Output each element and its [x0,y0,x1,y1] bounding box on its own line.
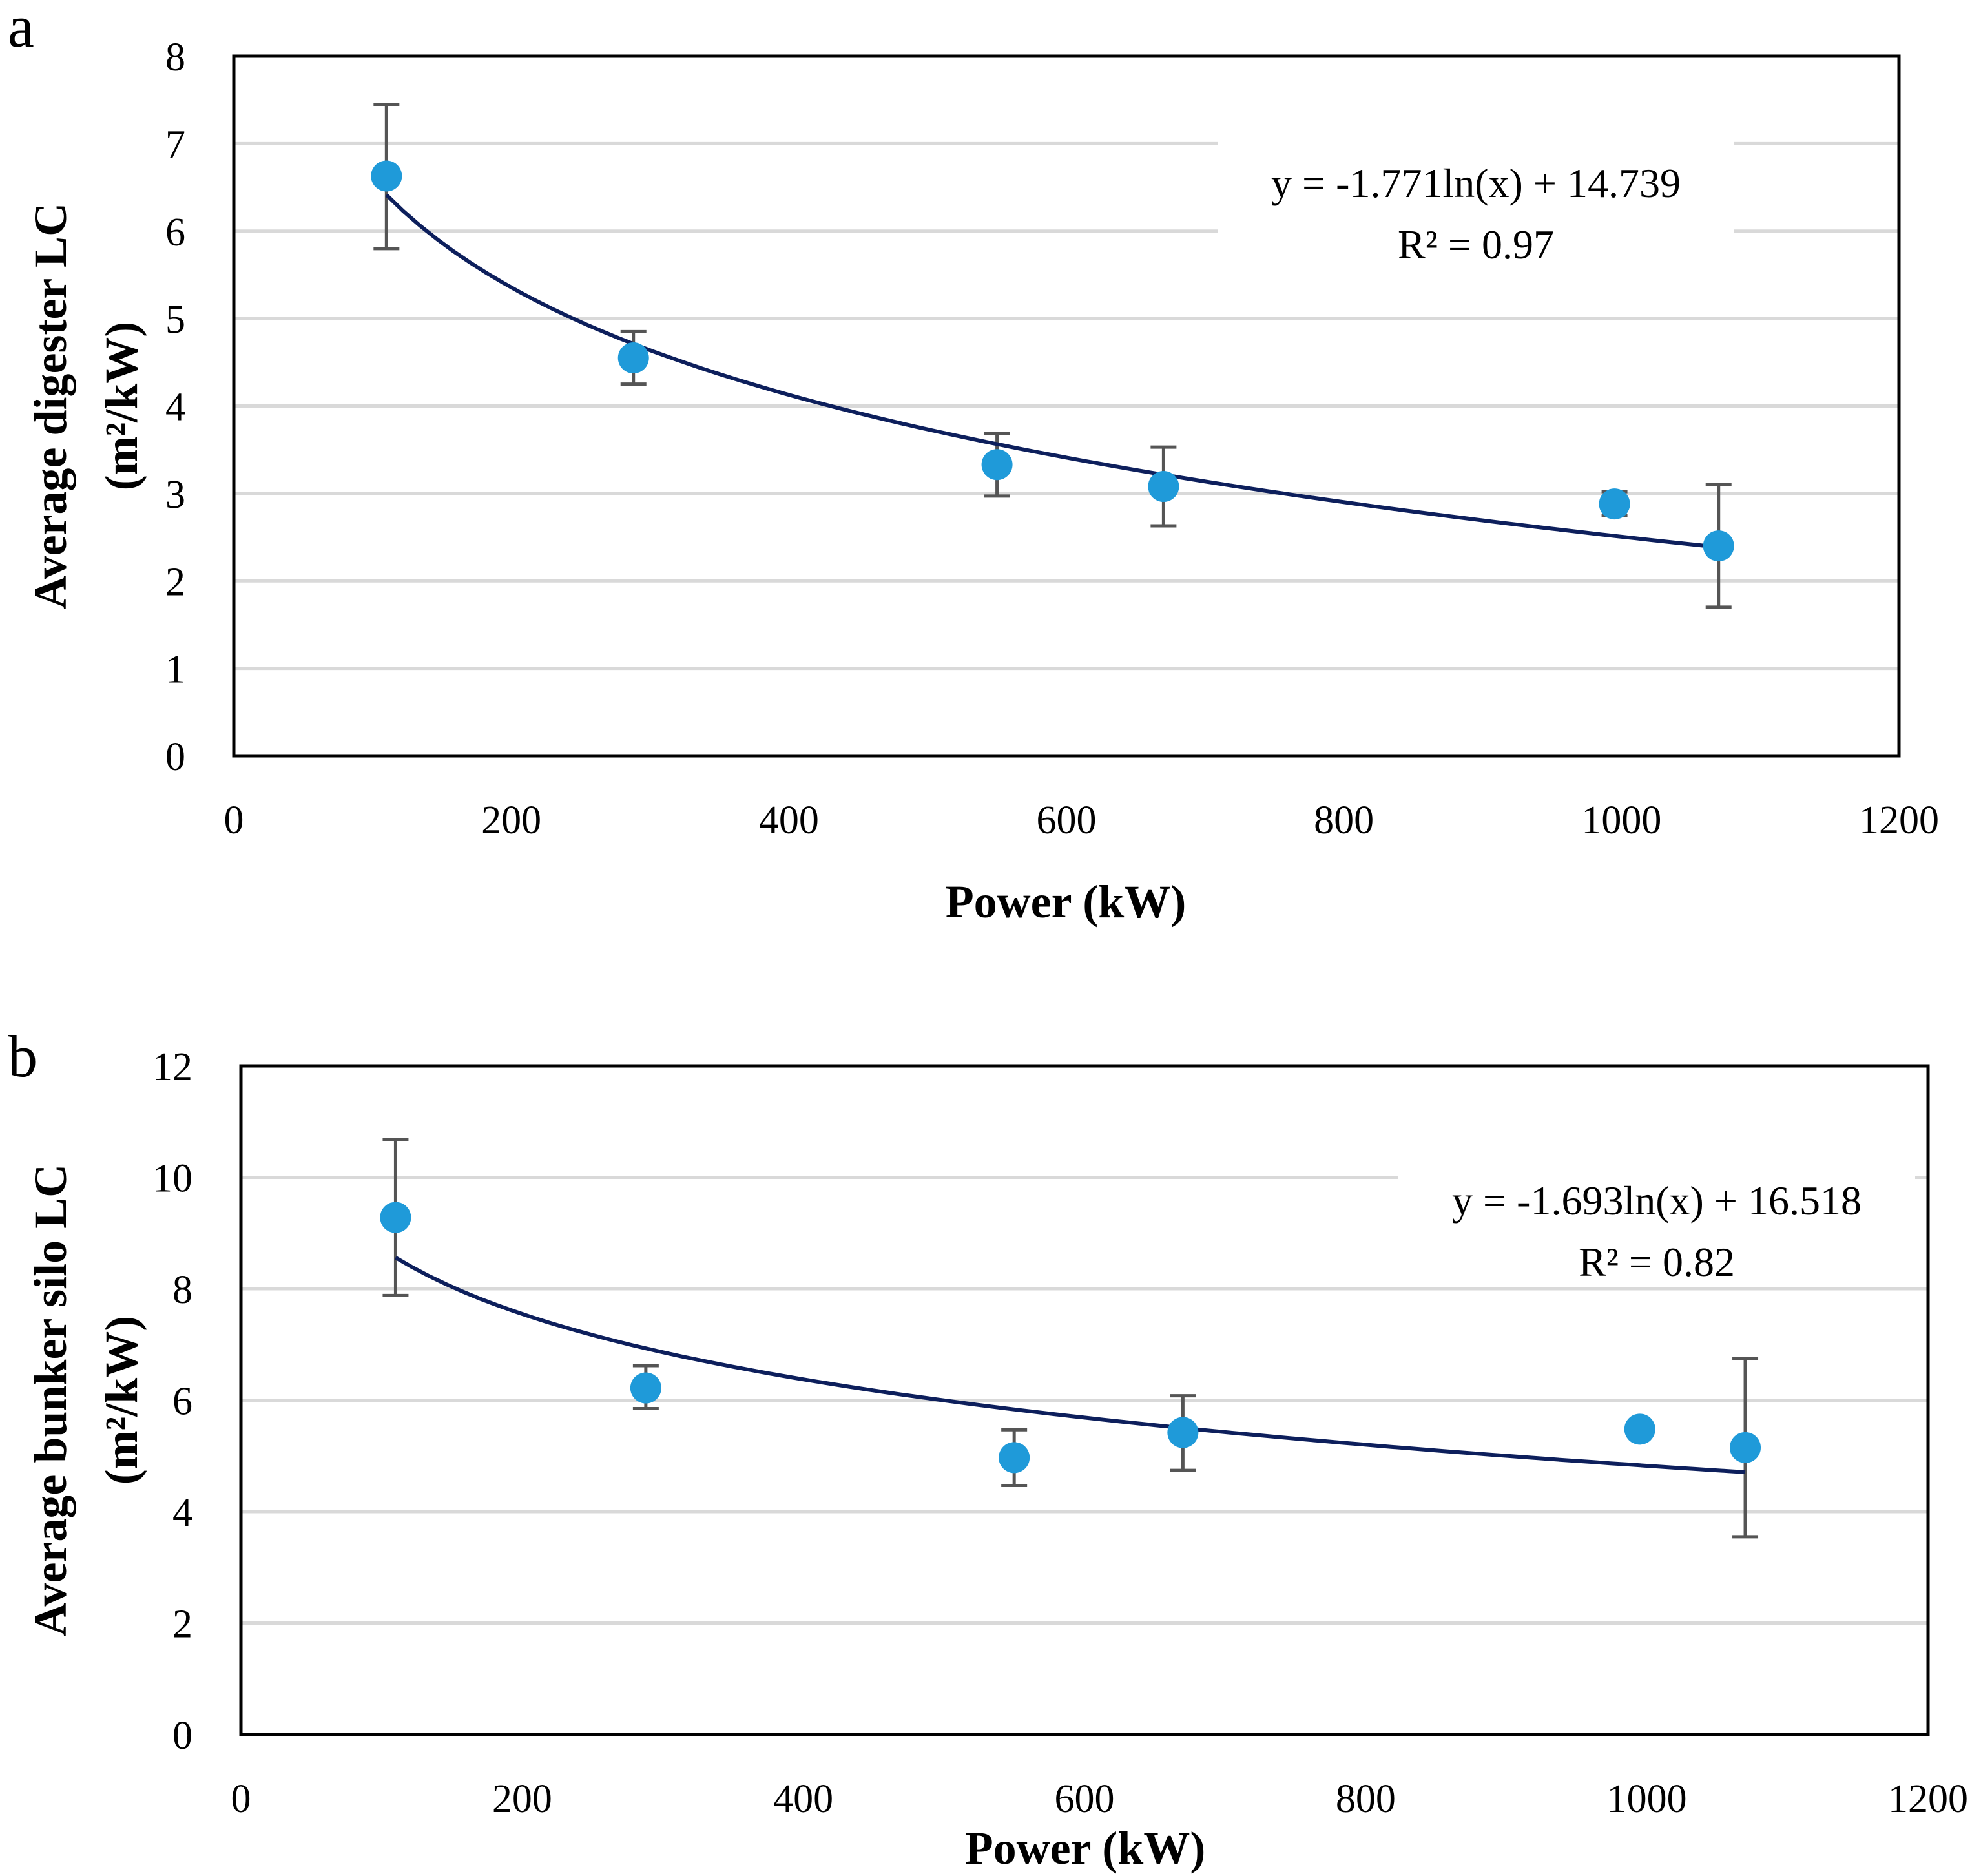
y-tick-label: 5 [165,298,185,342]
r-squared-b: R² = 0.82 [1579,1239,1735,1285]
x-axis-title-a: Power (kW) [946,876,1187,928]
r-squared-a: R² = 0.97 [1398,222,1554,267]
chart-panel-b: b 0 2 4 6 8 10 12 0 200 400 600 800 1000 1200 y = -1… [8,1023,1968,1874]
y-axis-title-b: Average bunker silo LC [25,1164,76,1636]
y-tick-label: 6 [165,211,185,255]
x-tick-label: 200 [492,1777,552,1821]
y-axis-unit-a: (m²/kW) [96,322,147,491]
chart-panel-a: a 0 1 2 3 4 5 6 7 8 0 200 400 600 800 1000 1200 y = -1… [8,0,1939,928]
y-tick-label: 2 [165,560,185,604]
x-axis-title-b: Power (kW) [965,1822,1206,1874]
x-tick-label: 400 [773,1777,833,1821]
y-tick-label: 8 [172,1268,192,1312]
y-tick-label: 0 [172,1714,192,1758]
x-tick-label: 800 [1336,1777,1396,1821]
data-point [981,449,1013,481]
data-point [371,160,402,192]
y-tick-label: 8 [165,36,185,79]
y-tick-label: 12 [152,1045,192,1089]
x-tick-label: 0 [224,798,244,842]
y-tick-label: 0 [165,735,185,779]
x-tick-labels-a: 0 200 400 600 800 1000 1200 [224,798,1940,842]
trendline-equation-b: y = -1.693ln(x) + 16.518 [1452,1178,1862,1224]
gridlines-b [241,1064,1928,1625]
y-tick-label: 2 [172,1603,192,1647]
data-point [999,1442,1030,1474]
data-point [1167,1417,1199,1448]
data-point [1148,471,1179,503]
y-tick-label: 6 [172,1380,192,1424]
data-points-a [371,160,1734,562]
data-point [1730,1432,1761,1463]
x-tick-label: 600 [1055,1777,1115,1821]
y-tick-labels-a: 0 1 2 3 4 5 6 7 8 [165,36,185,779]
y-tick-label: 3 [165,473,185,517]
x-tick-label: 1200 [1859,798,1939,842]
plot-frame-b [239,1064,1930,1736]
y-axis-unit-b: (m²/kW) [96,1316,147,1485]
panel-label-b: b [8,1023,37,1089]
y-axis-title-a: Average digester LC [25,203,76,609]
x-tick-label: 800 [1314,798,1374,842]
trendline-b [394,1256,1746,1474]
y-tick-labels-b: 0 2 4 6 8 10 12 [152,1045,192,1758]
x-tick-label: 1000 [1607,1777,1687,1821]
y-tick-label: 4 [165,386,185,430]
y-tick-label: 10 [152,1157,192,1201]
gridlines-a [234,54,1899,671]
panel-label-a: a [8,0,34,59]
x-tick-labels-b: 0 200 400 600 800 1000 1200 [231,1777,1969,1821]
y-tick-label: 4 [172,1491,192,1535]
data-points-b [380,1202,1761,1474]
data-point [1599,488,1630,520]
data-point [630,1372,661,1404]
trendline-equation-a: y = -1.771ln(x) + 14.739 [1271,160,1681,206]
x-tick-label: 1200 [1888,1777,1968,1821]
x-tick-label: 400 [759,798,819,842]
data-point [380,1202,411,1233]
y-tick-label: 7 [165,123,185,167]
x-tick-label: 1000 [1581,798,1661,842]
equation-background-a [1218,136,1734,239]
equation-background-b [1398,1163,1915,1286]
trendline-a [385,193,1719,550]
x-tick-label: 0 [231,1777,251,1821]
x-tick-label: 200 [481,798,541,842]
plot-frame-a [232,54,1901,758]
data-point [1703,530,1734,562]
x-tick-label: 600 [1037,798,1097,842]
data-point [617,342,649,374]
y-tick-label: 1 [165,648,185,692]
data-point [1624,1413,1655,1445]
